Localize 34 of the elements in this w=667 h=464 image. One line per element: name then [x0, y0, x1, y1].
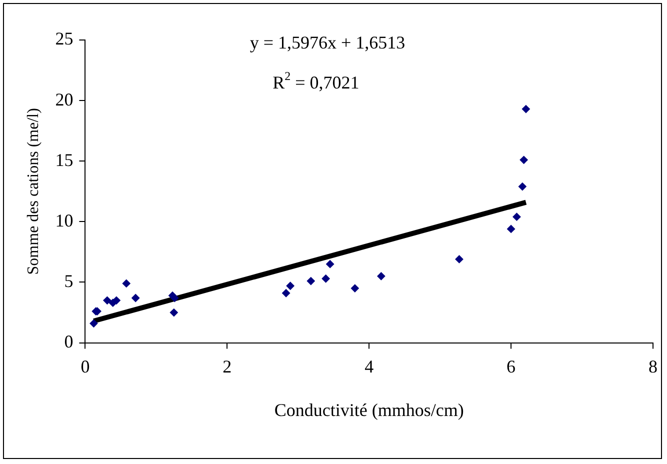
- y-axis-title: Somme des cations (me/l): [24, 108, 42, 275]
- y-tick-label: 0: [64, 332, 74, 352]
- point: [507, 224, 516, 233]
- point: [377, 272, 386, 280]
- point: [282, 289, 290, 298]
- point: [322, 274, 330, 283]
- point: [286, 282, 294, 290]
- x-tick-label: 4: [364, 356, 374, 376]
- y-tick-label: 25: [55, 28, 74, 49]
- point: [170, 308, 178, 317]
- point: [326, 260, 334, 268]
- point: [90, 319, 98, 328]
- annotation: y = 1,5976x + 1,6513: [250, 32, 406, 53]
- point: [112, 296, 120, 304]
- x-tick-label: 8: [648, 356, 658, 376]
- y-tick-label: 15: [55, 150, 74, 170]
- point: [520, 156, 528, 164]
- point: [103, 296, 112, 304]
- point: [518, 182, 526, 191]
- x-tick-label: 2: [222, 356, 232, 376]
- y-tick-label: 20: [55, 89, 74, 110]
- point: [512, 212, 521, 221]
- y-tick-label: 10: [55, 210, 74, 230]
- x-tick-label: 0: [80, 356, 90, 376]
- point: [522, 105, 530, 114]
- point: [132, 294, 140, 302]
- point: [350, 284, 359, 292]
- x-axis-title: Conductivité (mmhos/cm): [274, 400, 464, 420]
- x-tick-label: 6: [506, 356, 516, 376]
- point: [455, 255, 464, 264]
- y-tick-label: 5: [64, 270, 74, 291]
- point: [122, 279, 130, 288]
- point: [170, 294, 179, 302]
- point: [306, 277, 315, 286]
